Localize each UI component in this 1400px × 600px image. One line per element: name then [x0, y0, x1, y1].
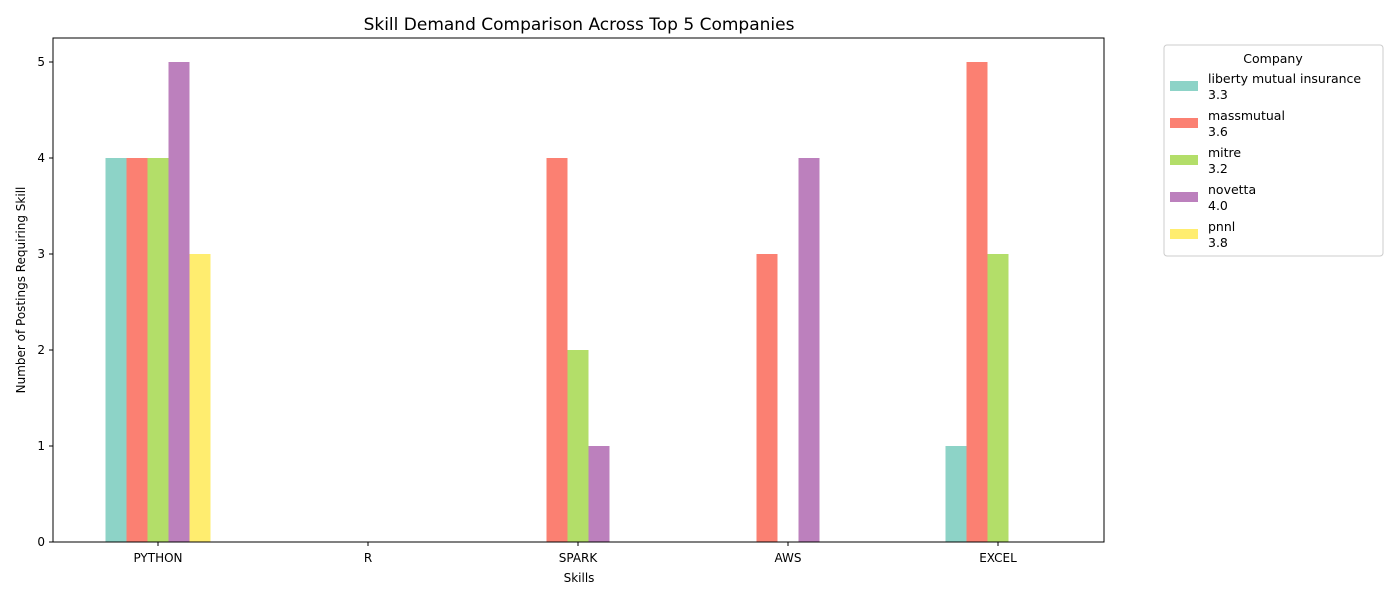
legend-company-rating: 4.0 — [1208, 198, 1228, 213]
chart-title: Skill Demand Comparison Across Top 5 Com… — [364, 15, 795, 35]
legend-company-rating: 3.2 — [1208, 161, 1228, 176]
legend-company-name: liberty mutual insurance — [1208, 71, 1361, 86]
y-tick-label: 1 — [37, 439, 45, 453]
legend-company-rating: 3.8 — [1208, 235, 1228, 250]
x-ticks-group: PYTHON R SPARK AWS EXCEL — [133, 542, 1017, 565]
x-axis-label: Skills — [564, 571, 595, 585]
x-tick-label: AWS — [774, 551, 801, 565]
bar-mitre-spark — [567, 350, 589, 542]
bar-liberty-mutual-insurance-excel — [945, 446, 967, 542]
bar-novetta-aws — [798, 158, 820, 542]
bar-mitre-python — [147, 158, 169, 542]
plot-frame — [52, 37, 1105, 543]
bar-massmutual-excel — [966, 62, 988, 542]
legend-swatch — [1170, 81, 1198, 91]
x-tick-label: SPARK — [559, 551, 599, 565]
legend-company-rating: 3.3 — [1208, 87, 1228, 102]
x-tick-label: PYTHON — [133, 551, 182, 565]
bar-massmutual-python — [126, 158, 148, 542]
legend-frame — [1163, 44, 1384, 257]
y-tick-label: 5 — [37, 55, 45, 69]
bar-novetta-spark — [588, 446, 610, 542]
legend-company-name: mitre — [1208, 145, 1241, 160]
y-tick-label: 4 — [37, 151, 45, 165]
legend-company-name: massmutual — [1208, 108, 1285, 123]
y-tick-label: 0 — [37, 535, 45, 549]
x-tick-label: R — [364, 551, 372, 565]
bar-mitre-excel — [987, 254, 1009, 542]
bars-group — [105, 62, 1009, 542]
legend-title: Company — [1243, 51, 1303, 66]
legend-swatch — [1170, 229, 1198, 239]
bar-massmutual-aws — [756, 254, 778, 542]
y-axis-label: Number of Postings Requiring Skill — [14, 187, 28, 394]
y-ticks-group: 0 1 2 3 4 5 — [37, 55, 53, 549]
bar-pnnl-python — [189, 254, 211, 542]
legend-swatch — [1170, 192, 1198, 202]
bar-massmutual-spark — [546, 158, 568, 542]
legend-swatch — [1170, 118, 1198, 128]
legend-company-name: pnnl — [1208, 219, 1235, 234]
legend-company-name: novetta — [1208, 182, 1256, 197]
legend-swatch — [1170, 155, 1198, 165]
y-tick-label: 2 — [37, 343, 45, 357]
legend-company-rating: 3.6 — [1208, 124, 1228, 139]
bar-novetta-python — [168, 62, 190, 542]
bar-liberty-mutual-insurance-python — [105, 158, 127, 542]
y-tick-label: 3 — [37, 247, 45, 261]
x-tick-label: EXCEL — [979, 551, 1017, 565]
